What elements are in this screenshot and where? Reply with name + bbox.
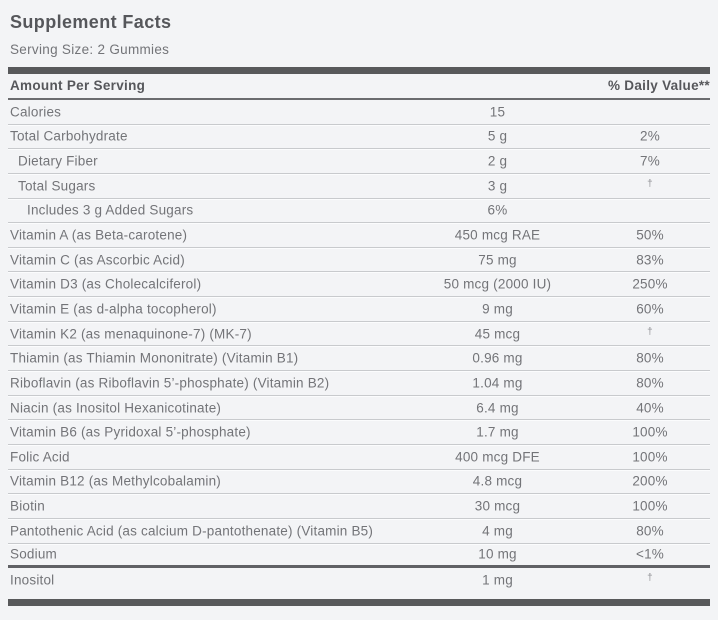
nutrient-name: Total Sugars bbox=[18, 178, 96, 194]
nutrient-name: Vitamin K2 (as menaquinone-7) (MK-7) bbox=[10, 326, 252, 342]
nutrient-name: Includes 3 g Added Sugars bbox=[27, 202, 194, 218]
nutrient-name: Calories bbox=[10, 104, 62, 120]
nutrient-name: Riboflavin (as Riboflavin 5’-phosphate) … bbox=[10, 375, 330, 391]
nutrient-name: Total Carbohydrate bbox=[10, 128, 128, 144]
nutrient-amount: 75 mg bbox=[478, 252, 517, 268]
nutrient-daily-value: 100% bbox=[632, 498, 668, 514]
nutrient-name: Folic Acid bbox=[10, 449, 70, 465]
table-row: Vitamin C (as Ascorbic Acid) 75 mg 83% bbox=[8, 248, 710, 273]
nutrient-amount: 1.7 mg bbox=[476, 424, 519, 440]
nutrient-name: Vitamin D3 (as Cholecalciferol) bbox=[10, 276, 202, 292]
supplement-facts-panel: Supplement Facts Serving Size: 2 Gummies… bbox=[0, 12, 718, 620]
table-row: Vitamin B6 (as Pyridoxal 5’-phosphate) 1.… bbox=[8, 420, 710, 445]
nutrient-name: Dietary Fiber bbox=[18, 153, 98, 169]
bottom-divider-bar bbox=[8, 598, 710, 606]
table-row: Total Carbohydrate 5 g 2% bbox=[8, 125, 710, 150]
nutrient-name: Inositol bbox=[10, 572, 55, 588]
panel-title: Supplement Facts bbox=[10, 12, 172, 32]
nutrient-daily-value: 80% bbox=[636, 523, 664, 539]
table-row: Dietary Fiber 2 g 7% bbox=[8, 149, 710, 174]
nutrient-amount: 450 mcg RAE bbox=[454, 227, 541, 243]
table-row: Niacin (as Inositol Hexanicotinate) 6.4 m… bbox=[8, 396, 710, 421]
nutrient-daily-value: † bbox=[647, 572, 653, 584]
nutrient-amount: 9 mg bbox=[482, 301, 513, 317]
serving-size-text: Serving Size: 2 Gummies bbox=[10, 42, 170, 57]
nutrient-daily-value: 83% bbox=[636, 252, 664, 268]
nutrient-amount: 4 mg bbox=[482, 523, 513, 539]
nutrient-amount: 400 mcg DFE bbox=[455, 449, 540, 465]
table-row: Vitamin A (as Beta-carotene) 450 mcg RAE 5… bbox=[8, 223, 710, 248]
nutrient-amount: 50 mcg (2000 IU) bbox=[443, 276, 552, 292]
table-row: Pantothenic Acid (as calcium D-pantothen… bbox=[8, 519, 710, 544]
nutrient-daily-value: † bbox=[647, 326, 653, 338]
nutrient-daily-value: 60% bbox=[636, 301, 664, 317]
nutrient-amount: 2 g bbox=[487, 153, 508, 169]
table-row: Calories 15 bbox=[8, 100, 710, 125]
nutrient-daily-value: † bbox=[647, 178, 653, 190]
nutrient-daily-value: <1% bbox=[636, 546, 664, 562]
nutrient-amount: 6.4 mg bbox=[476, 400, 519, 415]
nutrient-name: Vitamin A (as Beta-carotene) bbox=[10, 227, 188, 243]
nutrient-daily-value: 80% bbox=[636, 350, 664, 366]
nutrient-daily-value: 7% bbox=[640, 153, 660, 169]
nutrient-name: Sodium bbox=[10, 546, 57, 562]
table-row: Folic Acid 400 mcg DFE 100% bbox=[8, 445, 710, 470]
nutrient-daily-value: 200% bbox=[632, 473, 668, 489]
nutrient-daily-value: 50% bbox=[636, 227, 664, 243]
nutrient-amount: 0.96 mg bbox=[472, 350, 523, 366]
nutrient-amount: 45 mcg bbox=[474, 326, 521, 342]
nutrient-name: Thiamin (as Thiamin Mononitrate) (Vitami… bbox=[10, 350, 299, 366]
table-row: Inositol 1 mg † bbox=[8, 568, 710, 593]
nutrient-daily-value: 100% bbox=[632, 424, 668, 440]
nutrient-amount: 1.04 mg bbox=[472, 375, 523, 391]
top-divider-bar bbox=[8, 67, 710, 74]
nutrient-daily-value: 2% bbox=[640, 128, 660, 144]
table-row: Vitamin B12 (as Methylcobalamin) 4.8 mcg 2… bbox=[8, 470, 710, 495]
table-row: Vitamin D3 (as Cholecalciferol) 50 mcg (2… bbox=[8, 272, 710, 298]
nutrient-amount: 10 mg bbox=[478, 546, 517, 562]
table-row: Includes 3 g Added Sugars 6% bbox=[8, 199, 710, 224]
amount-per-serving-header: Amount Per Serving bbox=[10, 78, 146, 93]
table-header-row: Amount Per Serving % Daily Value** bbox=[8, 74, 710, 100]
nutrient-name: Vitamin E (as d-alpha tocopherol) bbox=[10, 301, 217, 317]
nutrient-amount: 15 bbox=[489, 104, 506, 120]
nutrient-amount: 6% bbox=[487, 202, 508, 218]
table-row: Sodium 10 mg <1% bbox=[8, 544, 710, 569]
nutrient-amount: 5 g bbox=[487, 128, 508, 144]
nutrient-amount: 1 mg bbox=[482, 572, 513, 588]
nutrient-daily-value: 80% bbox=[636, 375, 664, 391]
nutrient-amount: 4.8 mcg bbox=[472, 473, 523, 489]
nutrient-name: Vitamin B12 (as Methylcobalamin) bbox=[10, 473, 221, 489]
nutrient-name: Biotin bbox=[10, 498, 45, 514]
nutrient-name: Vitamin C (as Ascorbic Acid) bbox=[10, 252, 185, 268]
daily-value-header: % Daily Value** bbox=[607, 78, 710, 93]
table-row: Total Sugars 3 g † bbox=[8, 174, 710, 199]
nutrient-name: Pantothenic Acid (as calcium D-pantothen… bbox=[10, 523, 374, 539]
table-row: Riboflavin (as Riboflavin 5’-phosphate) … bbox=[8, 371, 710, 396]
nutrient-daily-value: 250% bbox=[632, 276, 668, 292]
nutrient-daily-value: 40% bbox=[636, 400, 664, 415]
nutrient-amount: 3 g bbox=[487, 178, 508, 194]
table-row: Biotin 30 mcg 100% bbox=[8, 494, 710, 519]
nutrient-name: Niacin (as Inositol Hexanicotinate) bbox=[10, 400, 222, 415]
nutrient-name: Vitamin B6 (as Pyridoxal 5’-phosphate) bbox=[10, 424, 251, 440]
table-row: Vitamin E (as d-alpha tocopherol) 9 mg 60% bbox=[8, 297, 710, 322]
table-row: Vitamin K2 (as menaquinone-7) (MK-7) 45 m… bbox=[8, 322, 710, 347]
facts-table-body: Calories 15 Total Carbohydrate 5 g 2% Dietary… bbox=[8, 100, 710, 593]
table-row: Thiamin (as Thiamin Mononitrate) (Vitami… bbox=[8, 346, 710, 372]
nutrient-amount: 30 mcg bbox=[474, 498, 521, 514]
nutrient-daily-value: 100% bbox=[632, 449, 668, 465]
